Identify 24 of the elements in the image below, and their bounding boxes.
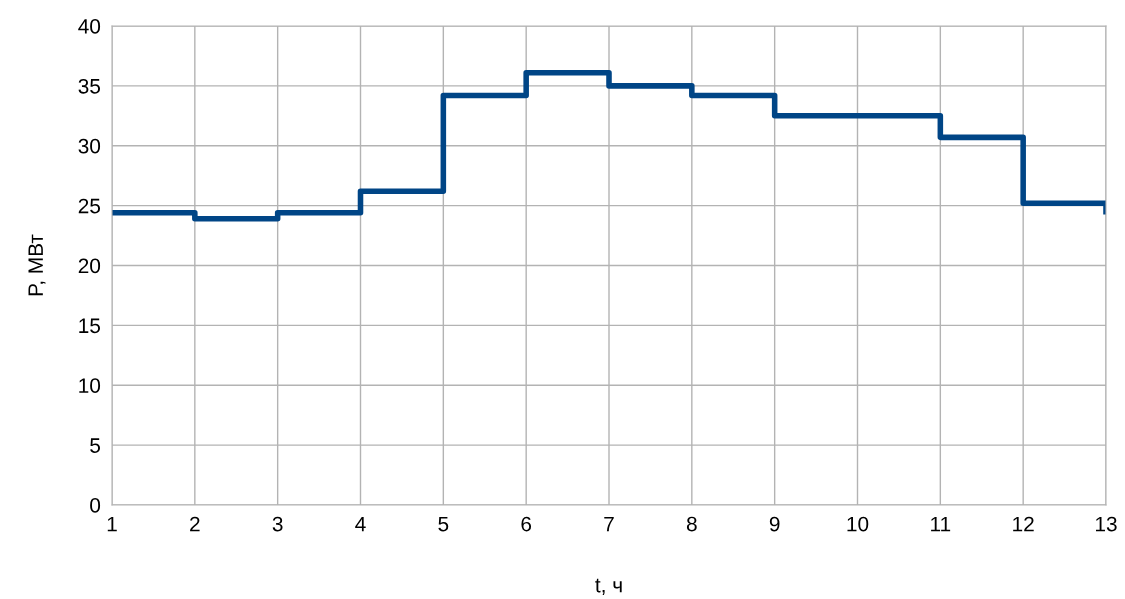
x-tick-label: 11 [931,516,951,532]
x-tick-label: 3 [272,516,283,532]
x-tick-label: 5 [438,516,449,532]
y-tick-label: 15 [79,318,101,334]
x-tick-label: 12 [1013,516,1034,532]
y-tick-label: 20 [78,258,101,274]
y-tick-label: 30 [78,138,101,154]
x-axis-title: t, ч [595,578,622,595]
x-tick-label: 8 [686,516,697,532]
y-tick-label: 25 [78,198,101,214]
x-tick-label: 6 [521,516,532,532]
y-tick-label: 35 [78,78,101,94]
x-tick-label: 7 [604,516,614,532]
y-tick-label: 5 [90,438,101,453]
y-axis-title: P, МВт [28,234,46,296]
y-tick-label: 0 [90,498,101,513]
x-tick-label: 10 [847,516,869,532]
x-tick-label: 9 [769,516,780,532]
x-tick-label: 2 [190,516,200,532]
x-tick-label: 4 [355,516,366,532]
y-tick-label: 10 [79,378,101,393]
y-tick-label: 40 [78,19,101,34]
x-tick-label: 1 [107,516,117,532]
x-tick-label: 13 [1096,516,1117,532]
